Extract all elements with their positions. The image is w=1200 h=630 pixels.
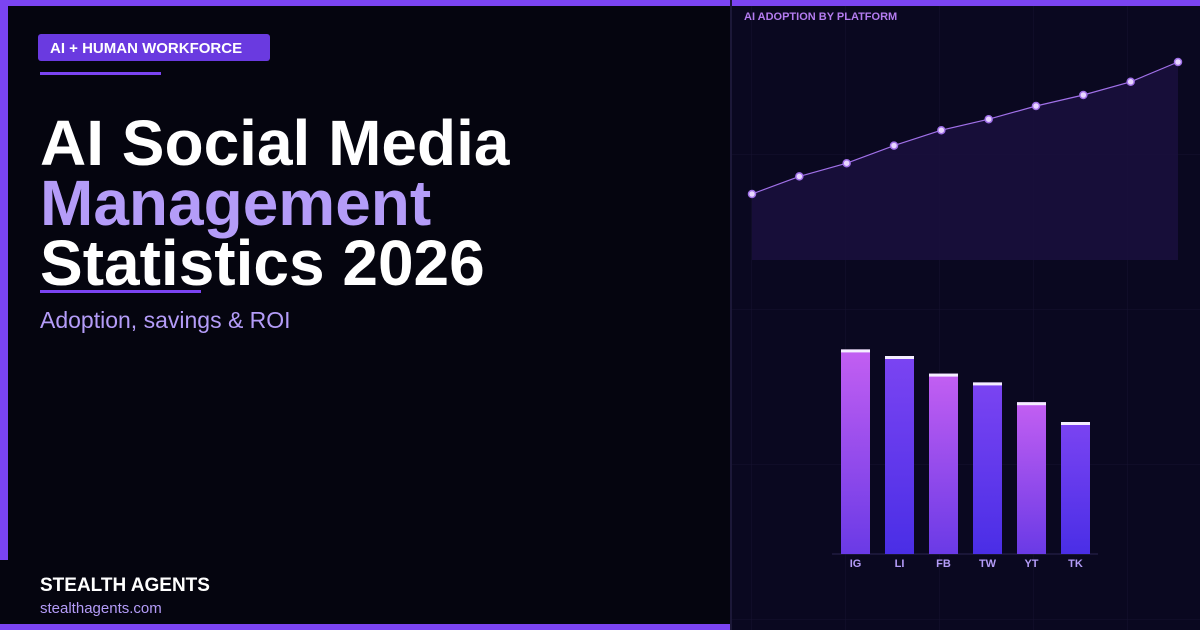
point <box>842 158 851 168</box>
point <box>795 172 804 181</box>
point <box>937 125 946 135</box>
point <box>1031 101 1041 111</box>
bar <box>973 382 1002 554</box>
left-border <box>0 0 8 560</box>
x-tick-label: TK <box>1068 558 1083 570</box>
title-line: Management <box>40 167 431 239</box>
badge <box>38 34 270 61</box>
bar-cap <box>973 382 1002 386</box>
top-border <box>0 0 1200 6</box>
point <box>747 189 757 199</box>
bar-cap <box>841 349 870 353</box>
brand: STEALTH AGENTS <box>40 575 210 596</box>
bar <box>1061 422 1090 554</box>
accent-line <box>40 72 161 75</box>
chart-title: AI ADOPTION BY PLATFORM <box>744 11 897 23</box>
x-tick-label: YT <box>1024 558 1038 570</box>
x-tick-label: TW <box>979 558 997 570</box>
bottom-border <box>0 624 730 630</box>
point <box>889 141 899 150</box>
bar <box>841 349 870 554</box>
bar-cap <box>885 356 914 359</box>
title-line: Statistics 2026 <box>40 227 485 299</box>
bar <box>929 373 958 554</box>
bar-cap <box>929 373 958 377</box>
point <box>1079 90 1088 100</box>
x-tick-label: LI <box>895 558 905 570</box>
subtitle: Adoption, savings & ROI <box>40 307 291 333</box>
point <box>984 114 993 124</box>
bar-cap <box>1061 422 1090 425</box>
badge-text: AI + HUMAN WORKFORCE <box>50 40 242 57</box>
url: stealthagents.com <box>40 600 162 617</box>
x-tick-label: IG <box>850 558 862 570</box>
x-tick-label: FB <box>936 558 951 570</box>
bar-cap <box>1017 402 1046 406</box>
divider <box>730 0 732 630</box>
bar <box>1017 402 1046 554</box>
title-line: AI Social Media <box>40 107 510 179</box>
title-underline <box>40 290 201 293</box>
point <box>1173 57 1183 67</box>
bar <box>885 356 914 554</box>
point <box>1126 77 1135 87</box>
line <box>751 61 1179 195</box>
area <box>752 62 1178 260</box>
